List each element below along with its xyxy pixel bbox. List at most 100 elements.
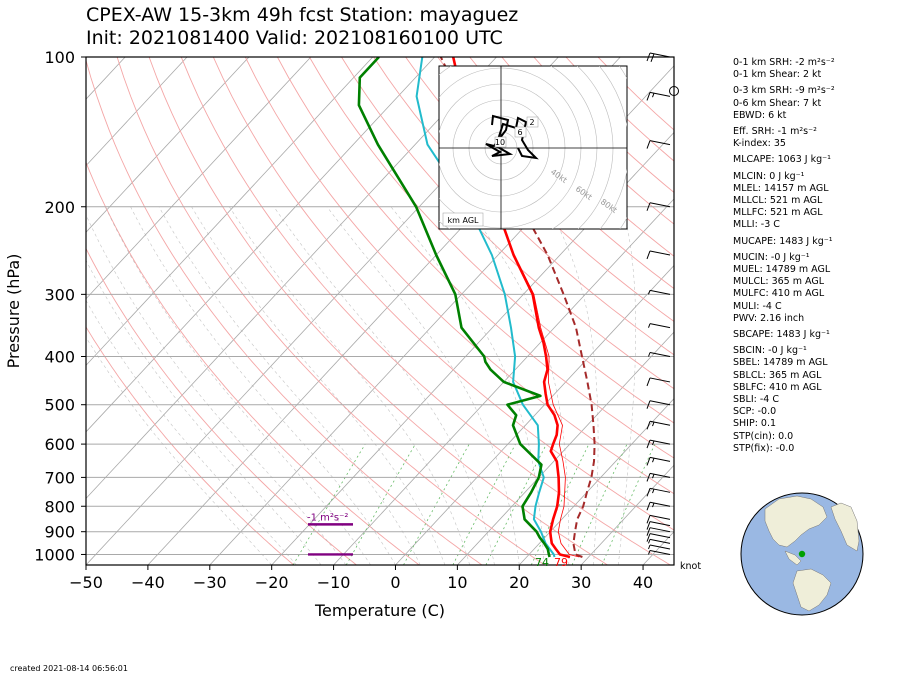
mixing-ratio-line [530, 443, 590, 565]
moist-adiabat-line [86, 299, 297, 565]
moist-adiabat-line [130, 206, 396, 565]
index-line: K-index: 35 [733, 138, 786, 150]
temperature-line [451, 57, 571, 559]
wind-barb [648, 549, 671, 555]
wind-barb-shaft [649, 472, 671, 478]
wind-barb [648, 289, 671, 295]
wind-barb-flag [646, 250, 651, 260]
isotherm-line [86, 57, 250, 233]
moist-adiabat-line [86, 259, 322, 565]
index-line: MLLI: -3 C [733, 219, 780, 231]
y-tick-label: 400 [44, 348, 75, 367]
dry-adiabat-line [86, 58, 483, 565]
y-axis-label: Pressure (hPa) [4, 254, 23, 369]
hodograph-height-box [526, 116, 539, 128]
y-tick-label: 700 [44, 468, 75, 487]
wind-barb-half [652, 474, 655, 479]
calm-wind-circle [669, 86, 679, 96]
isotherm-line [395, 264, 674, 565]
hodograph-height-box [514, 126, 527, 138]
moist-adiabat-line [326, 206, 520, 565]
wind-barb [648, 323, 671, 329]
index-line: MUEL: 14789 m AGL [733, 264, 831, 276]
y-tick-label: 800 [44, 497, 75, 516]
wind-barbs [646, 52, 679, 555]
index-line: SBCIN: -0 J kg⁻¹ [733, 345, 807, 357]
index-line: SBLCL: 365 m AGL [733, 369, 822, 381]
wind-barb-shaft [649, 533, 671, 539]
y-tick-label: 1000 [34, 545, 75, 564]
south-america-landmass [792, 568, 832, 612]
wind-barb-shaft [649, 352, 671, 357]
moist-adiabat-line [191, 206, 446, 565]
dewpoint-line [357, 57, 551, 558]
wind-barb [646, 501, 671, 511]
wind-barb-flag [646, 457, 651, 466]
index-line: MLCAPE: 1063 J kg⁻¹ [733, 154, 831, 166]
hodograph-height-label: 6 [517, 128, 522, 137]
wind-barb-shaft [649, 544, 671, 550]
x-tick-label: 30 [571, 573, 591, 592]
wind-barb-shaft [649, 323, 671, 329]
x-tick-label: −20 [255, 573, 289, 592]
y-tick-label: 300 [44, 285, 75, 304]
moist-adiabat-line [466, 206, 570, 565]
wind-barb-flag [646, 502, 651, 511]
mixing-ratio-line [601, 443, 656, 565]
isotherm-line [86, 57, 312, 300]
wind-barb-shaft [649, 538, 671, 544]
moist-adiabat-line [618, 206, 637, 565]
wind-barb-flag [646, 52, 651, 62]
index-line: 0-1 km SRH: -2 m²s⁻² [733, 57, 835, 68]
isotherm-line [86, 57, 374, 366]
wind-barb-half [652, 458, 655, 463]
wind-barb-shaft [649, 202, 671, 208]
moist-adiabat-line [273, 206, 495, 565]
wind-barb-half [648, 352, 651, 357]
wind-barb-half [648, 544, 651, 550]
x-tick-label: 0 [390, 573, 400, 592]
wind-barb-flag [646, 140, 651, 149]
wind-barb [646, 250, 671, 260]
hodograph-rings [439, 66, 627, 229]
wind-barb-shaft [649, 140, 671, 146]
index-line: STP(cin): 0.0 [733, 430, 794, 442]
index-line: SBLI: -4 C [733, 394, 779, 406]
x-tick-label: −40 [131, 573, 165, 592]
isobar-grid [86, 57, 674, 555]
wind-barb-shaft [649, 501, 671, 507]
moist-adiabat-line [105, 206, 371, 565]
wind-barb-shaft [649, 456, 671, 462]
wind-barb-shaft [649, 400, 671, 406]
wind-barb-shaft [649, 420, 671, 426]
surface-dewpoint-label: 74 [535, 556, 549, 569]
isotherm-line [86, 57, 435, 433]
moist-adiabat-line [158, 206, 421, 565]
x-tick-label: −10 [317, 573, 351, 592]
wind-barb-flag [646, 202, 651, 211]
dry-adiabat-line [180, 57, 671, 565]
dry-adiabat-line [405, 57, 674, 323]
x-axis-label: Temperature (C) [314, 601, 445, 620]
index-line: 0-3 km SRH: -9 m²s⁻² [733, 85, 835, 97]
wind-barb-shaft [649, 521, 671, 527]
wind-barb [646, 91, 671, 101]
wind-barb-flag [646, 488, 651, 497]
index-line: MUCAPE: 1483 J kg⁻¹ [733, 235, 833, 247]
wind-barb-half [652, 421, 655, 427]
wind-barb [646, 521, 671, 530]
wind-barb-half [648, 323, 651, 328]
axes: -1 m²s⁻² 74 79 −50 −40 −30 −20 −10 0 10 20 30 40 100 2… [34, 48, 653, 592]
wind-barb [648, 352, 671, 357]
index-line: MLCIN: 0 J kg⁻¹ [733, 170, 805, 182]
wind-barb-shaft [649, 527, 671, 533]
wind-barb [646, 472, 671, 482]
moist-adiabat-line [229, 206, 470, 565]
index-line: MULCL: 365 m AGL [733, 276, 825, 288]
index-line: MLLCL: 521 m AGL [733, 195, 823, 207]
wind-unit-label: knot [680, 561, 701, 572]
dry-adiabat-line [212, 57, 674, 531]
hodograph-height-label: 2 [529, 118, 534, 127]
index-line: Eff. SRH: -1 m²s⁻² [733, 126, 817, 138]
